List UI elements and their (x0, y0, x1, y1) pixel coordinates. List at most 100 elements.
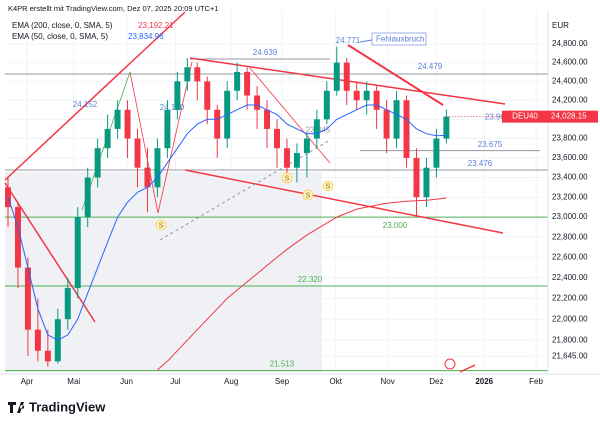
candle-body (234, 71, 241, 91)
icon (444, 358, 456, 370)
y-tick-label: 24,800.00 (552, 39, 588, 48)
candle-body (383, 109, 390, 139)
level-label: 23.000 (383, 221, 408, 230)
level-label: 24.479 (418, 62, 443, 71)
candle-body (64, 288, 71, 320)
y-tick-label: 21,800.00 (552, 335, 588, 344)
price-label: 24,028.15 (551, 112, 587, 121)
marker-dot (281, 172, 293, 184)
candle-body (164, 109, 171, 149)
x-tick-label: 2026 (475, 377, 493, 386)
y-tick-label: 22,200.00 (552, 294, 588, 303)
x-tick-label: Jul (170, 377, 180, 386)
candle-body (44, 350, 51, 362)
candle-body (264, 109, 271, 129)
marker-label: S (306, 192, 311, 199)
candle-body (144, 167, 151, 188)
trendline (159, 139, 331, 241)
candle-body (333, 62, 340, 91)
marker-dot (302, 189, 314, 201)
marker-dot (155, 219, 167, 231)
candle-body (403, 100, 410, 158)
legend-label: EMA (200, close, 0, SMA, 5) (12, 21, 113, 30)
y-tick-label: 22,000.00 (552, 314, 588, 323)
candle-body (244, 71, 251, 96)
candle-body (174, 81, 181, 110)
logo: TradingView (8, 399, 106, 414)
level-label: 21.513 (270, 360, 295, 369)
brand: TradingView (29, 399, 106, 414)
candle-body (443, 116, 450, 139)
candle-body (214, 109, 221, 139)
candle-body (433, 138, 440, 168)
candle-body (204, 81, 211, 110)
currency: EUR (552, 21, 569, 30)
candle-body (74, 217, 81, 289)
symbol-badge (502, 110, 548, 123)
candle-body (84, 177, 91, 218)
x-tick-label: Sep (275, 377, 290, 386)
level-label: 22.320 (298, 275, 323, 284)
candle-body (194, 67, 201, 82)
candle-body (423, 167, 430, 198)
x-tick-label: Apr (21, 377, 34, 386)
logo-mark (8, 402, 25, 413)
x-tick-label: Okt (330, 377, 343, 386)
x-tick-label: Dez (429, 377, 443, 386)
candle-body (343, 62, 350, 91)
y-tick-label: 23,800.00 (552, 134, 588, 143)
trendline (129, 71, 159, 214)
annotation: Fehlausbruch (376, 35, 424, 44)
y-tick-label: 23,200.00 (552, 192, 588, 201)
symbol-label: DEU40 (512, 112, 538, 121)
candle-body (114, 109, 121, 129)
indicator-line (7, 104, 447, 341)
level-label: 24.120 (160, 103, 185, 112)
marker-label: S (285, 175, 290, 182)
marker-label: S (326, 183, 331, 190)
trendline (4, 182, 96, 323)
level-label: 23.476 (468, 159, 493, 168)
candle-body (373, 90, 380, 110)
level-label: 23.968 (485, 113, 510, 122)
callout (359, 39, 373, 43)
y-tick-label: 22,400.00 (552, 273, 588, 282)
legend-label: EMA (50, close, 0, SMA, 5) (12, 32, 108, 41)
y-tick-label: 24,200.00 (552, 95, 588, 104)
trendline (157, 61, 193, 214)
y-tick-label: 24,400.00 (552, 76, 588, 85)
y-tick-label: 21,645.00 (552, 352, 588, 361)
candle-body (104, 128, 111, 149)
plot: 24.63924.77124.47924.15224.12023.96823.8… (5, 36, 548, 371)
candle-body (413, 157, 420, 198)
author: K4PR erstellt mit TradingView.com, Dez 0… (8, 4, 219, 13)
indicator-line (157, 197, 447, 371)
y-tick-label: 22,800.00 (552, 232, 588, 241)
candle-body (323, 90, 330, 120)
candle-body (24, 267, 31, 330)
candle-body (154, 148, 161, 188)
x-tick-label: Aug (224, 377, 238, 386)
candle-body (274, 128, 280, 149)
y-tick-label: 24,600.00 (552, 58, 588, 67)
zone (5, 172, 322, 372)
x-tick-label: Feb (529, 377, 543, 386)
candle-body (124, 109, 131, 139)
arrow (459, 364, 476, 373)
candle-body (283, 148, 290, 168)
y-tick-label: 23,000.00 (552, 212, 588, 221)
candle-body (393, 100, 400, 139)
candle-body (303, 138, 310, 154)
legend-value: 23,192.21 (138, 21, 174, 30)
x-tick-label: Jun (120, 377, 133, 386)
marker-label: S (159, 222, 164, 229)
candle-body (94, 148, 101, 178)
candle-body (313, 119, 320, 139)
candle-body (293, 153, 300, 168)
legend-value: 23,834.96 (128, 32, 164, 41)
level-label: 24.639 (253, 48, 278, 57)
marker-dot (322, 180, 334, 192)
trendline (4, 11, 186, 181)
candle-body (184, 67, 191, 82)
